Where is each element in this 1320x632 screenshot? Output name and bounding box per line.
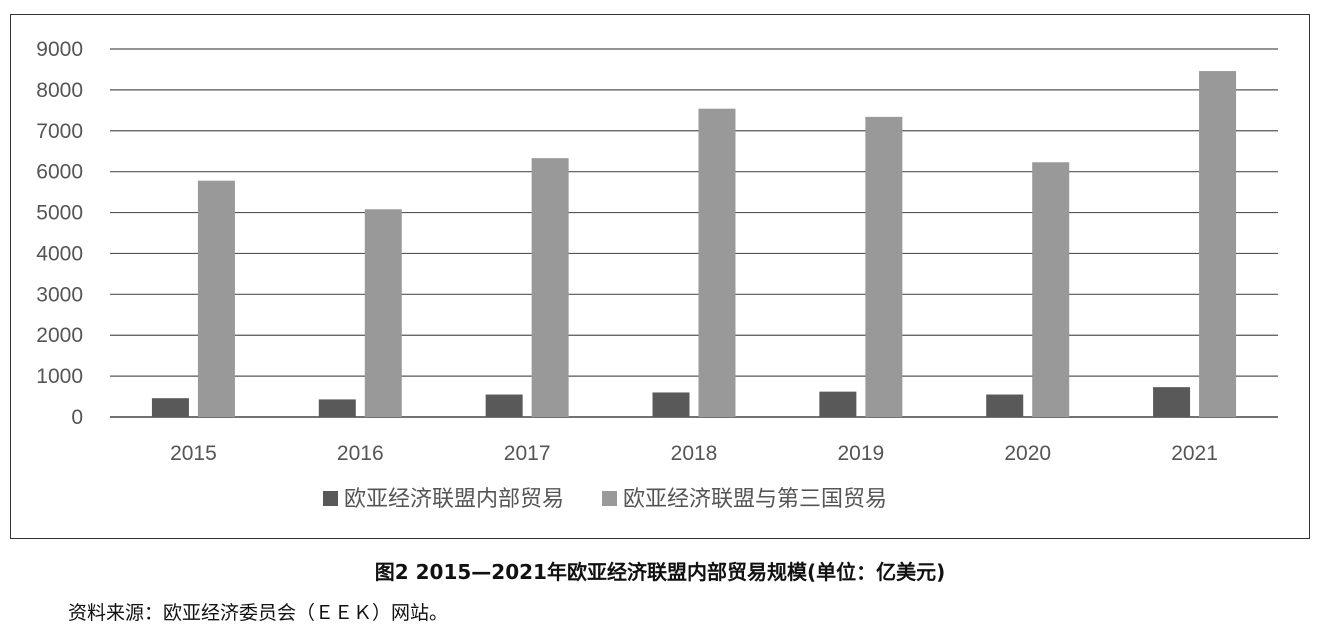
x-tick-label-2018: 2018	[671, 442, 718, 465]
bar-series2-2018	[698, 108, 736, 417]
x-tick-label-2017: 2017	[504, 442, 551, 465]
legend-swatch-1	[323, 491, 338, 506]
bar-series1-2016	[318, 399, 356, 417]
y-tick-label-5000: 5000	[36, 202, 83, 225]
y-tick-label-0: 0	[71, 406, 83, 429]
x-tick-label-2020: 2020	[1004, 442, 1051, 465]
bar-series1-2020	[986, 394, 1024, 417]
bar-series2-2017	[531, 158, 569, 417]
legend-swatch-2	[602, 491, 618, 506]
bar-series1-2017	[485, 394, 523, 417]
y-tick-label-9000: 9000	[36, 38, 83, 61]
bar-series2-2021	[1199, 71, 1237, 417]
y-tick-label-2000: 2000	[36, 324, 83, 347]
bar-series2-2015	[197, 180, 235, 417]
chart-frame: 0 1000 2000 3000 4000 5000 6000 7000 8000 9000 201…	[10, 14, 1310, 539]
x-tick-label-2019: 2019	[837, 442, 884, 465]
y-tick-label-4000: 4000	[36, 242, 83, 265]
x-tick-label-2016: 2016	[337, 442, 384, 465]
y-tick-label-6000: 6000	[36, 161, 83, 184]
legend-label-1: 欧亚经济联盟内部贸易	[344, 487, 564, 512]
figure-caption: 图2 2015—2021年欧亚经济联盟内部贸易规模(单位：亿美元)	[374, 560, 946, 584]
bar-series1-2019	[819, 391, 857, 417]
bar-series1-2021	[1153, 387, 1191, 417]
bar-series2-2016	[364, 209, 402, 417]
y-tick-label-7000: 7000	[36, 120, 83, 143]
bar-series1-2015	[151, 398, 189, 417]
legend-label-2: 欧亚经济联盟与第三国贸易	[623, 487, 887, 512]
y-tick-label-8000: 8000	[36, 79, 83, 102]
source-note: 资料来源：欧亚经济委员会（ＥＥＫ）网站。	[68, 602, 449, 624]
bar-series1-2018	[652, 392, 690, 417]
x-tick-label-2021: 2021	[1171, 442, 1218, 465]
y-tick-label-1000: 1000	[36, 365, 83, 388]
bar-chart: 0 1000 2000 3000 4000 5000 6000 7000 8000 9000 201…	[36, 38, 1278, 512]
bar-series2-2019	[865, 116, 903, 418]
x-tick-label-2015: 2015	[170, 442, 217, 465]
y-tick-label-3000: 3000	[36, 283, 83, 306]
bar-series2-2020	[1032, 162, 1070, 417]
